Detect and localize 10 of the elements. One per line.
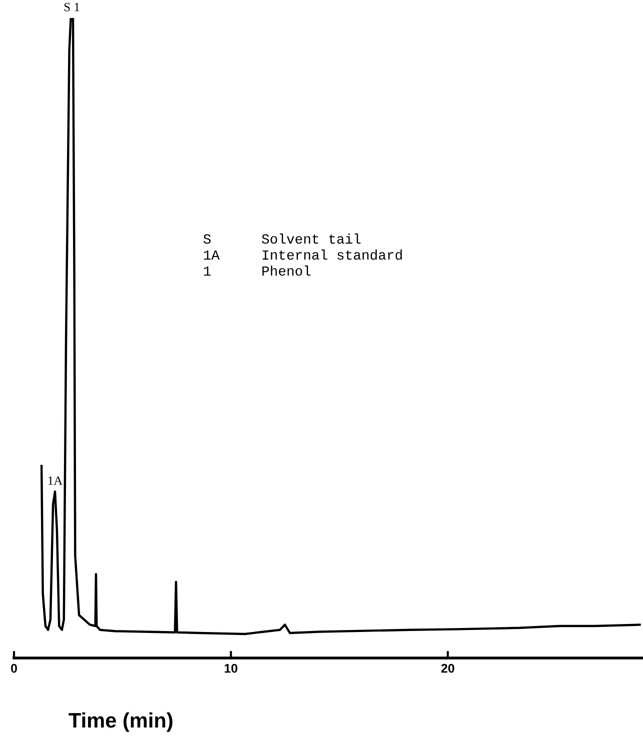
x-tick-label: 20	[441, 664, 454, 673]
annotation: S Solvent tail	[204, 234, 361, 244]
x-axis-title: Time (min)	[68, 712, 172, 732]
x-tick-label: 10	[224, 664, 238, 673]
annotation: 1A	[48, 476, 63, 485]
annotation: S	[64, 2, 70, 12]
annotation: 1	[74, 2, 80, 12]
annotation: 1A Internal standard	[204, 250, 402, 260]
annotation: 1 Phenol	[204, 266, 311, 276]
x-tick-label: 0	[11, 664, 17, 673]
